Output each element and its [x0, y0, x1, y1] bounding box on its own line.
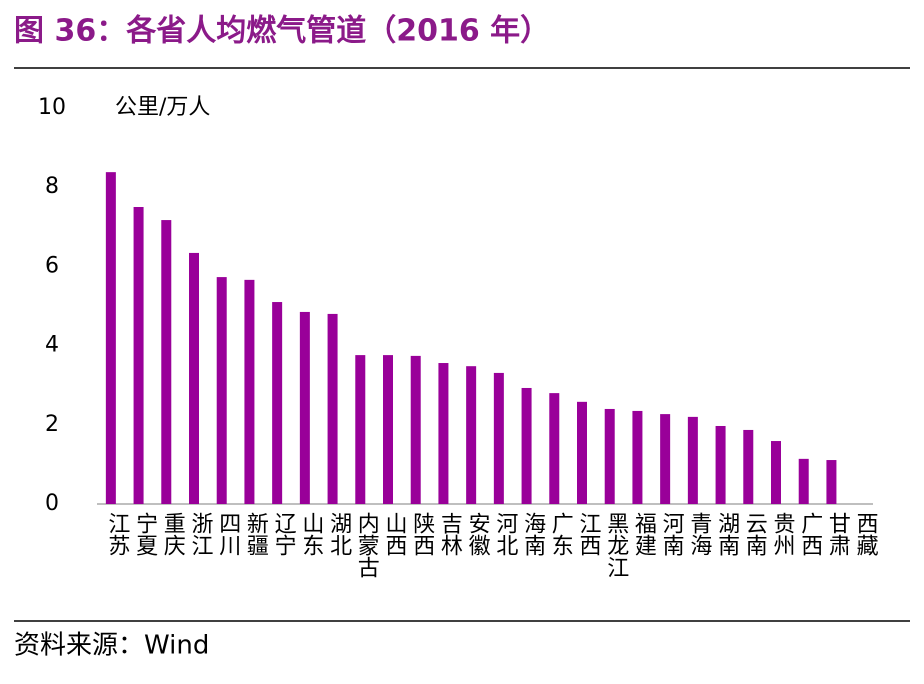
x-tick-label: 四川	[215, 512, 241, 556]
bar	[604, 408, 615, 504]
bar	[549, 393, 560, 504]
bar	[743, 429, 754, 504]
x-tick-label: 河南	[659, 512, 685, 556]
x-tick-label: 辽宁	[271, 512, 297, 556]
x-tick-label: 山东	[298, 512, 323, 556]
x-tick-label: 黑龙江	[603, 512, 629, 578]
x-tick-label: 广东	[548, 512, 574, 556]
bar	[133, 207, 144, 504]
x-tick-label: 江苏	[104, 512, 130, 556]
x-tick-label: 贵州	[770, 512, 796, 556]
bar	[299, 311, 310, 504]
chart-title: 图 36：各省人均燃气管道（2016 年）	[14, 14, 550, 49]
bar	[687, 416, 698, 504]
y-tick-label: 8	[45, 174, 59, 199]
x-tick-label: 重庆	[160, 512, 186, 556]
bar	[771, 441, 781, 504]
bar	[798, 458, 809, 504]
bar	[105, 172, 116, 505]
x-tick-label: 宁夏	[132, 512, 158, 556]
x-tick-label: 江西	[576, 512, 602, 556]
bar	[715, 425, 726, 504]
y-tick-label: 4	[45, 333, 59, 358]
x-tick-label: 湖北	[326, 512, 352, 556]
x-tick-label: 湖南	[714, 512, 740, 556]
bar	[493, 372, 504, 504]
bar	[272, 302, 283, 504]
x-tick-label: 甘肃	[825, 512, 851, 556]
bar	[244, 279, 255, 504]
x-tick-label: 福建	[631, 512, 657, 556]
bar	[383, 355, 393, 504]
bar	[826, 460, 837, 504]
x-tick-label: 河北	[492, 512, 518, 556]
x-tick-label: 青海	[686, 512, 712, 556]
y-axis-unit: 公里/万人	[115, 95, 210, 120]
y-tick-label: 2	[45, 412, 59, 437]
x-tick-label: 吉林	[437, 512, 463, 556]
bar	[355, 355, 366, 504]
bar	[521, 387, 532, 504]
bar	[216, 277, 227, 504]
bar	[438, 363, 449, 504]
x-tick-label: 陕西	[409, 512, 434, 556]
x-tick-label: 安徽	[465, 512, 491, 556]
x-tick-label: 广西	[797, 512, 823, 556]
bar	[466, 366, 477, 504]
bar	[632, 410, 643, 504]
bar	[577, 401, 587, 504]
y-tick-label: 6	[45, 253, 59, 278]
x-tick-label: 浙江	[188, 512, 214, 556]
x-tick-label: 新疆	[243, 512, 269, 556]
bar	[327, 313, 338, 504]
bar	[660, 414, 671, 504]
bar	[410, 355, 421, 504]
x-tick-label: 山西	[382, 512, 407, 556]
y-tick-label: 10	[38, 95, 66, 120]
x-tick-label: 内蒙古	[354, 512, 379, 578]
source-note: 资料来源：Wind	[14, 631, 209, 661]
x-tick-label: 海南	[520, 512, 546, 556]
x-tick-label: 云南	[742, 512, 767, 556]
x-tick-label: 西藏	[853, 512, 879, 556]
y-tick-label: 0	[45, 491, 59, 516]
bar	[161, 220, 172, 504]
bar	[189, 252, 199, 504]
